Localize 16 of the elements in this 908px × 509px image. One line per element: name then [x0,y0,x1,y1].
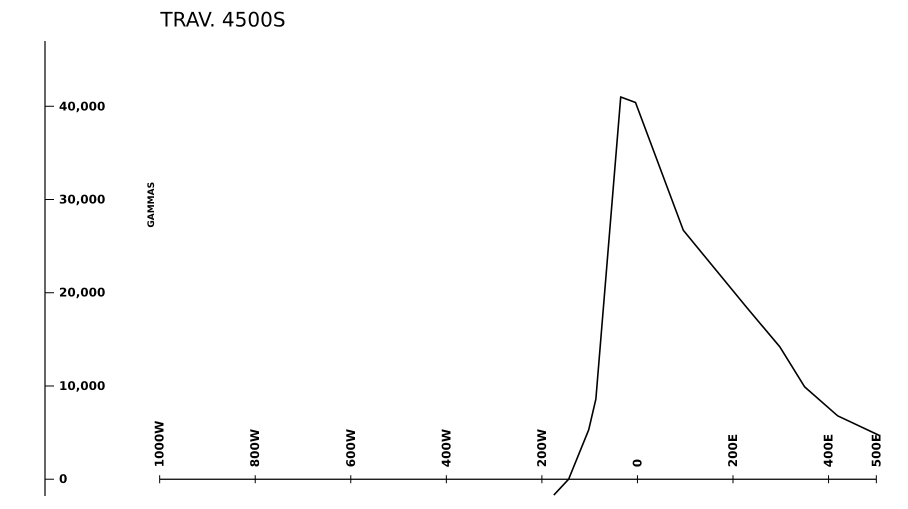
x-tick-label: 200E [726,434,740,468]
x-tick-label: 0 [630,458,644,468]
x-tick-label: 1000W [152,420,167,468]
chart-title: TRAV. 4500S [159,7,286,32]
y-tick-label: 30,000 [59,192,106,207]
x-tick-label: 800W [248,428,262,468]
y-axis-title: GAMMAS [147,182,157,228]
x-tick-label: 400W [439,428,454,468]
y-tick-label: 10,000 [59,378,106,393]
x-tick-label: 500E [869,434,884,468]
y-tick-label: 20,000 [59,286,106,300]
x-tick-label: 200W [534,428,549,468]
y-tick-label: 0 [59,472,68,486]
x-tick-label: 400E [822,434,836,468]
y-tick-label: 40,000 [59,99,106,114]
x-tick-label: 600W [344,428,358,468]
